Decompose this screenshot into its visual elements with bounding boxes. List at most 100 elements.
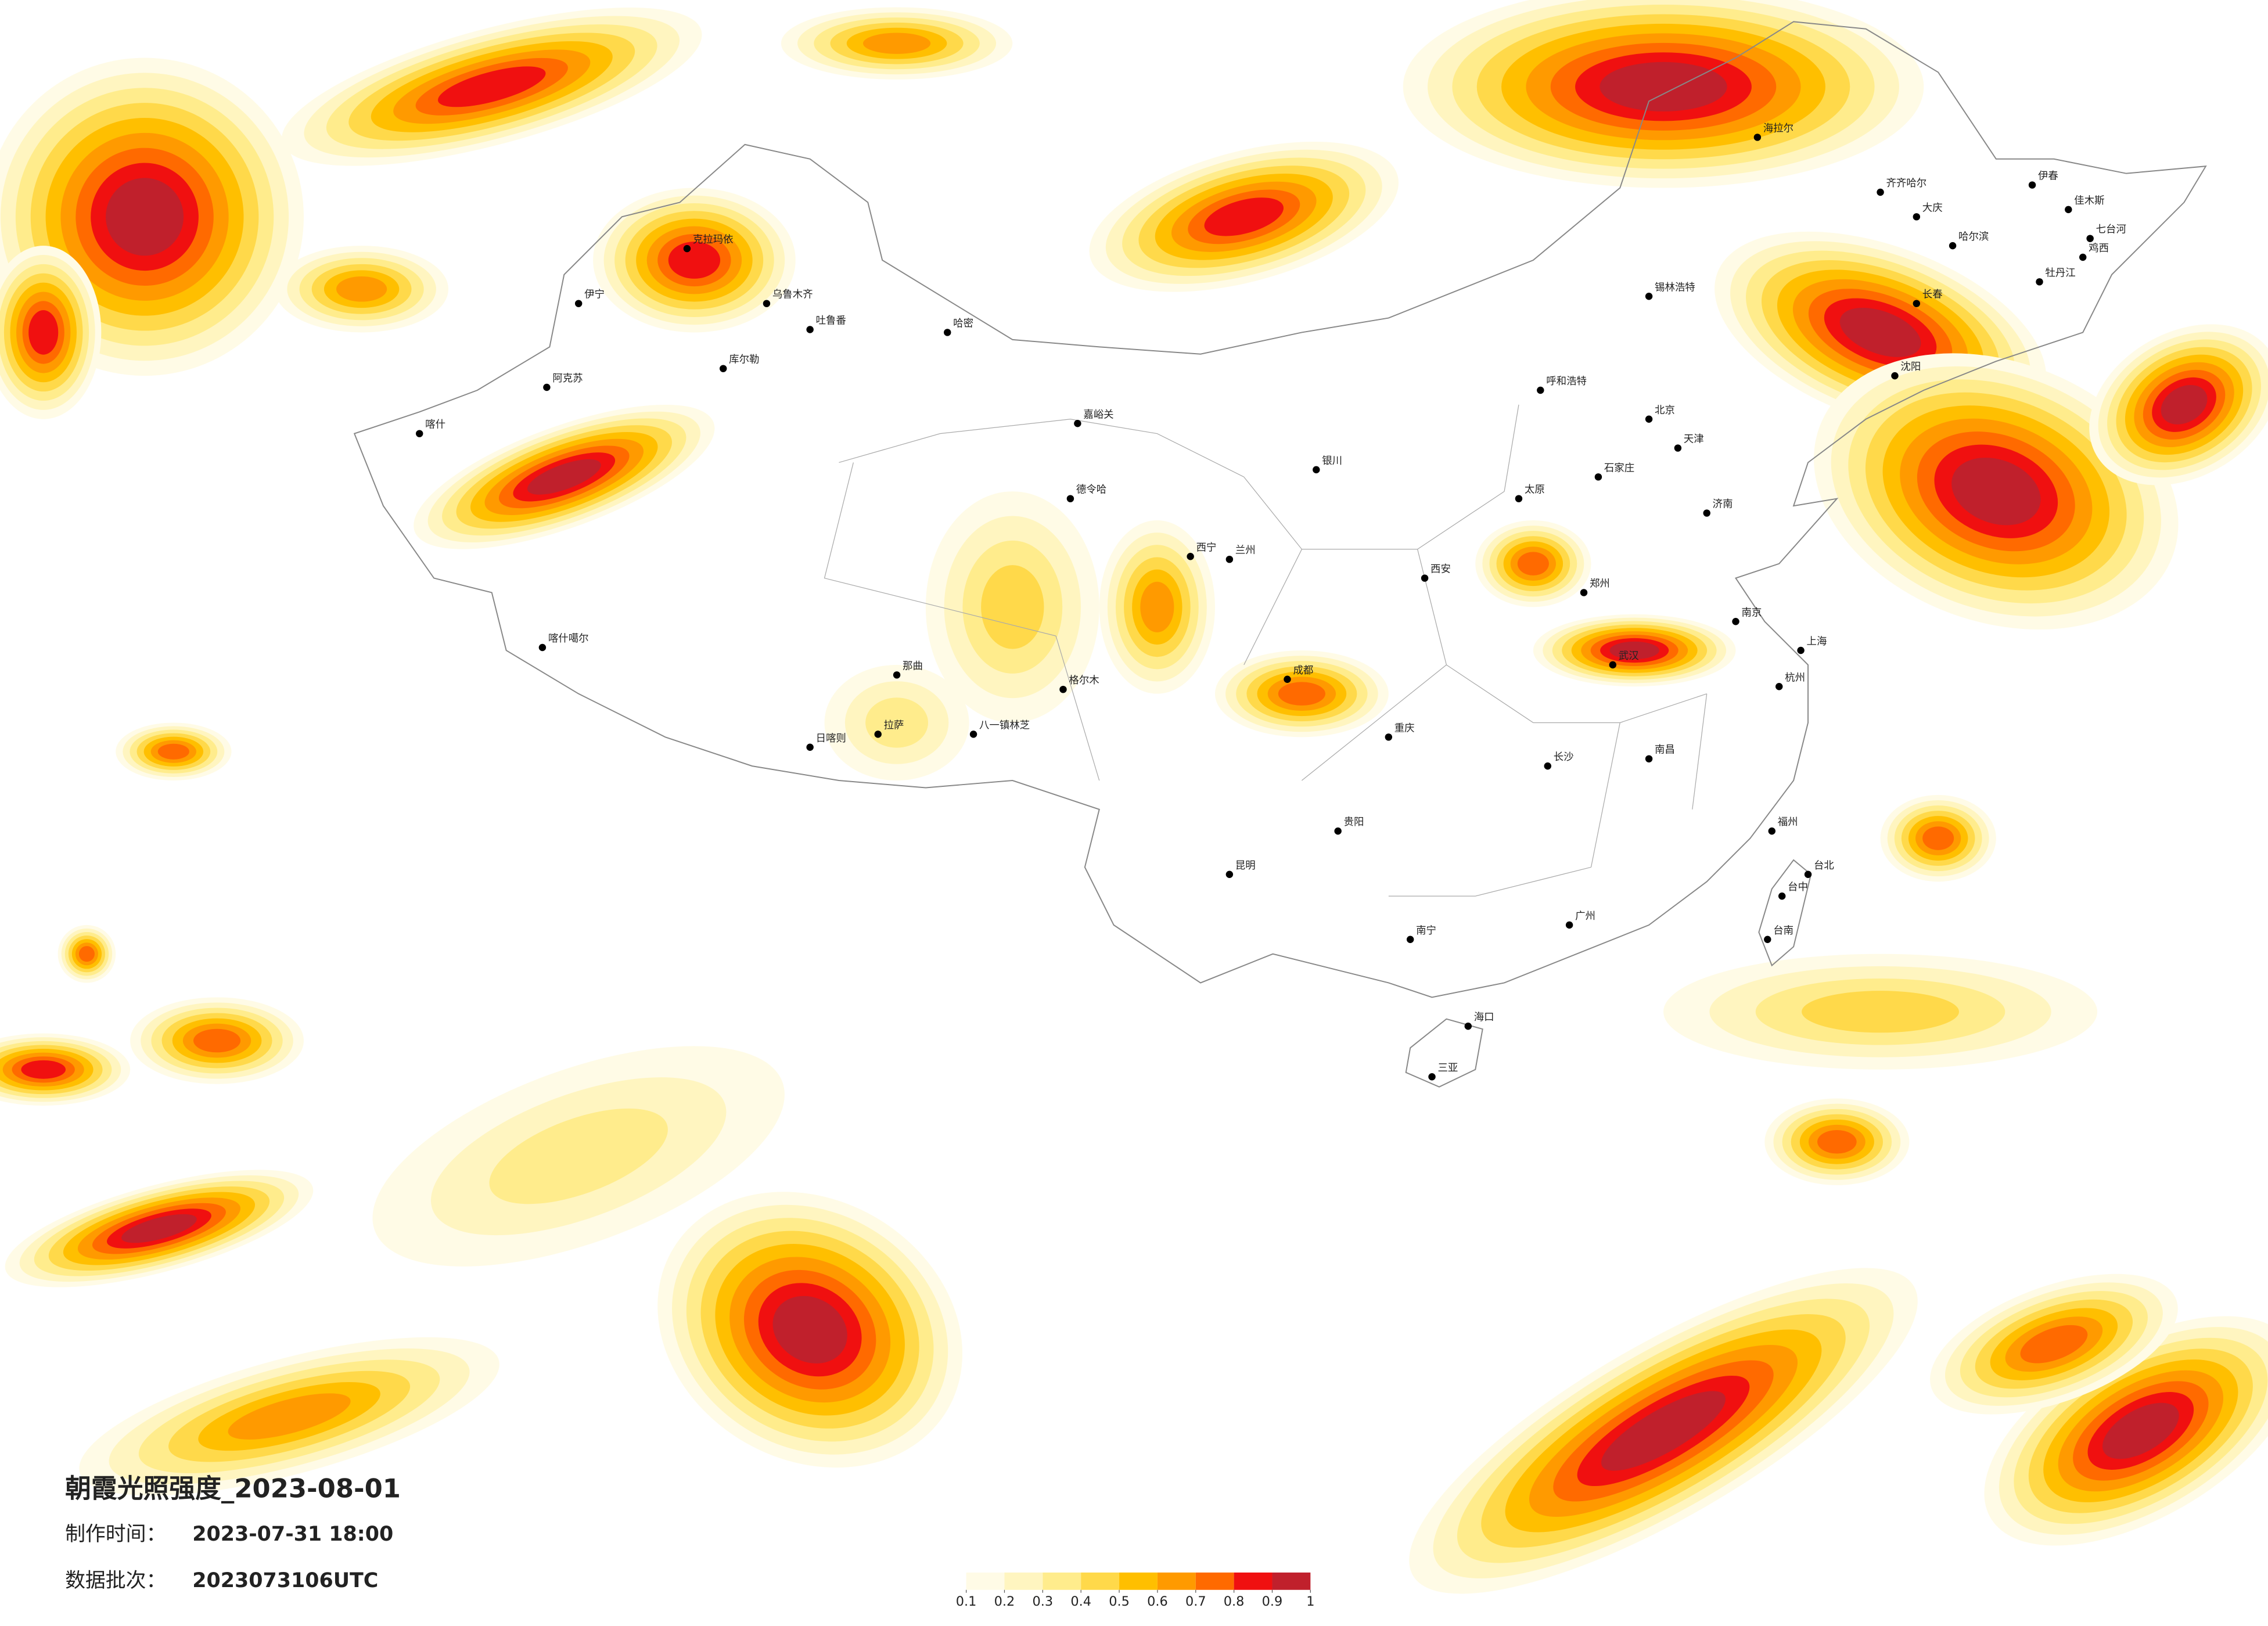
city-label: 大庆 [1922, 202, 1943, 214]
city-dot [1674, 444, 1682, 452]
city-label: 石家庄 [1604, 462, 1634, 474]
city-dot [806, 743, 814, 751]
city-dot [763, 300, 771, 307]
city-dot [1225, 555, 1234, 563]
city-label: 吐鲁番 [816, 315, 846, 327]
city-label: 海拉尔 [1763, 123, 1793, 134]
city-dot [1544, 762, 1551, 770]
city-label: 台南 [1773, 925, 1793, 937]
heat-blob [106, 178, 184, 256]
city-label: 阿克苏 [552, 373, 583, 384]
city-label: 台北 [1814, 860, 1834, 872]
city-label: 伊宁 [584, 289, 605, 301]
city-dot [1515, 495, 1523, 502]
city-label: 重庆 [1394, 722, 1415, 734]
city-dot [1645, 293, 1653, 300]
city-label: 杭州 [1785, 672, 1805, 684]
legend-swatch [1234, 1572, 1273, 1590]
city-dot [1891, 372, 1899, 380]
city-label: 佳木斯 [2074, 195, 2104, 207]
city-dot [415, 430, 423, 437]
city-label: 西安 [1430, 564, 1451, 575]
city-dot [1580, 589, 1588, 596]
city-dot [2086, 235, 2094, 242]
city-dot [1334, 827, 1342, 835]
city-label: 哈密 [953, 318, 973, 329]
heat-blob [1817, 1129, 1857, 1154]
city-label: 三亚 [1437, 1062, 1458, 1074]
legend-swatch [1119, 1572, 1158, 1590]
city-label: 南京 [1741, 607, 1762, 618]
heat-blob [772, 1296, 847, 1364]
city-label: 天津 [1684, 434, 1704, 445]
city-label: 齐齐哈尔 [1886, 178, 1927, 189]
city-dot [1764, 936, 1771, 943]
city-label: 拉萨 [884, 720, 904, 731]
city-dot [538, 643, 547, 652]
legend-tick-label: 0.2 [994, 1594, 1015, 1609]
country-outline [353, 21, 2207, 1088]
city-label: 郑州 [1590, 578, 1610, 589]
city-dot [1645, 415, 1653, 423]
city-dot [1775, 683, 1783, 690]
heat-blob [1204, 197, 1284, 236]
city-label: 广州 [1575, 911, 1595, 922]
hainan-border [1405, 1018, 1483, 1088]
city-dot [1778, 892, 1786, 900]
legend-swatch [1195, 1572, 1234, 1590]
legend-tick-label: 1 [1306, 1594, 1314, 1609]
city-dot [1703, 509, 1710, 517]
city-label: 喀什 [425, 419, 445, 431]
heat-blob [1609, 641, 1659, 660]
city-label: 嘉峪关 [1083, 409, 1113, 420]
city-dot [683, 244, 691, 253]
city-label: 昆明 [1235, 860, 1256, 872]
legend-swatch [966, 1572, 1005, 1590]
heat-blob [193, 1028, 241, 1053]
city-dot [944, 329, 951, 336]
city-dot [1313, 466, 1320, 474]
heat-blob [1802, 991, 1959, 1033]
heat-blob [28, 310, 59, 355]
city-label: 八一镇林芝 [979, 720, 1030, 731]
legend-tick-label: 0.5 [1109, 1594, 1130, 1609]
city-dot [2065, 206, 2072, 214]
city-dot [969, 731, 977, 738]
city-dot [1059, 685, 1067, 693]
city-dot [874, 731, 882, 738]
city-dot [1406, 936, 1414, 943]
heat-blob [862, 33, 931, 54]
city-label: 银川 [1322, 455, 1342, 467]
map-title: 朝霞光照强度_2023-08-01 [65, 1473, 401, 1504]
city-dot [2079, 253, 2087, 261]
heat-blob [121, 1214, 197, 1243]
city-label: 南宁 [1416, 925, 1436, 937]
legend-swatch [1081, 1572, 1120, 1590]
city-dot [1594, 473, 1602, 481]
heat-blob [2020, 1325, 2088, 1364]
city-label: 海口 [1474, 1012, 1494, 1023]
city-dot [1225, 870, 1234, 878]
batch-label: 数据批次： [65, 1569, 166, 1592]
city-label: 那曲 [903, 660, 923, 672]
city-dot [2028, 181, 2036, 189]
heat-blob [438, 66, 546, 107]
city-dot [1385, 733, 1393, 741]
legend-swatch [1043, 1572, 1081, 1590]
city-dot [1074, 420, 1081, 427]
city-dot [1645, 755, 1653, 762]
taiwan-border [1758, 859, 1812, 967]
city-dot [1732, 618, 1739, 625]
city-dot [719, 365, 727, 372]
heat-blob [2102, 1402, 2179, 1459]
city-label: 德令哈 [1076, 484, 1106, 496]
city-dot [543, 383, 551, 391]
legend-tick-label: 0.4 [1070, 1594, 1091, 1609]
city-dot [1421, 574, 1429, 582]
batch-value: 2023073106UTC [192, 1569, 378, 1592]
heat-blob [1839, 308, 1921, 357]
city-dot [1565, 921, 1573, 929]
city-label: 济南 [1713, 499, 1733, 510]
